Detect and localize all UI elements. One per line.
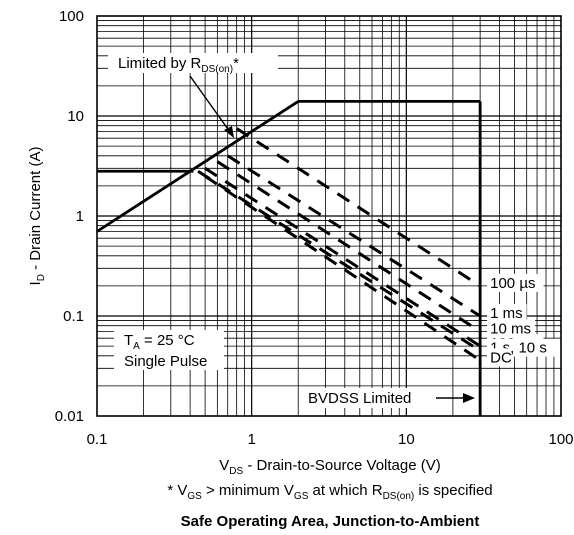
series-line xyxy=(216,160,481,333)
series-line xyxy=(197,170,481,352)
x-tick-label: 1 xyxy=(247,431,255,448)
series-label: 10 ms xyxy=(490,320,531,337)
svg-text:Limited by RDS(on)*: Limited by RDS(on)* xyxy=(118,55,239,75)
y-tick-label: 100 xyxy=(59,8,84,25)
series-label: DC xyxy=(490,349,512,366)
series-label-bg xyxy=(487,304,527,322)
series-label-bg xyxy=(487,273,544,292)
y-tick-labels: 100 10 1 0.1 0.01 xyxy=(55,8,84,425)
y-tick-label: 1 xyxy=(76,208,84,225)
series-line xyxy=(204,167,481,348)
series-line xyxy=(204,174,481,362)
svg-text:TA = 25 °C: TA = 25 °C xyxy=(124,332,195,352)
series-label-bg xyxy=(487,348,510,367)
x-tick-label: 10 xyxy=(398,431,415,448)
y-tick-label: 10 xyxy=(67,108,84,125)
limit-lines xyxy=(96,99,482,416)
series-label-bg xyxy=(487,319,536,338)
test-conditions: TA = 25 °C Single Pulse xyxy=(114,330,224,370)
plot-frame xyxy=(96,15,562,417)
x-tick-label: 0.1 xyxy=(87,431,108,448)
y-axis-label: ID - Drain Current (A) xyxy=(27,147,47,286)
series-label: 1 ms xyxy=(490,305,523,322)
svg-text:BVDSS Limited: BVDSS Limited xyxy=(308,390,411,407)
series-line xyxy=(226,154,481,318)
bvdss-annotation: BVDSS Limited xyxy=(304,388,475,408)
svg-text:Single Pulse: Single Pulse xyxy=(124,353,207,370)
series-lines xyxy=(197,127,481,362)
y-tick-label: 0.1 xyxy=(63,308,84,325)
chart-title: Safe Operating Area, Junction-to-Ambient xyxy=(181,513,480,530)
x-axis-label: VDS - Drain-to-Source Voltage (V) xyxy=(219,457,441,477)
rds-limit-annotation: Limited by RDS(on)* xyxy=(108,53,278,138)
x-tick-labels: 0.1 1 10 100 xyxy=(87,431,574,448)
x-tick-label: 100 xyxy=(548,431,573,448)
series-label: 100 µs xyxy=(490,275,535,292)
y-tick-label: 0.01 xyxy=(55,408,84,425)
footnote: * VGS > minimum VGS at which RDS(on) is … xyxy=(167,482,492,502)
limit-line xyxy=(96,100,299,233)
series-line xyxy=(235,127,481,288)
